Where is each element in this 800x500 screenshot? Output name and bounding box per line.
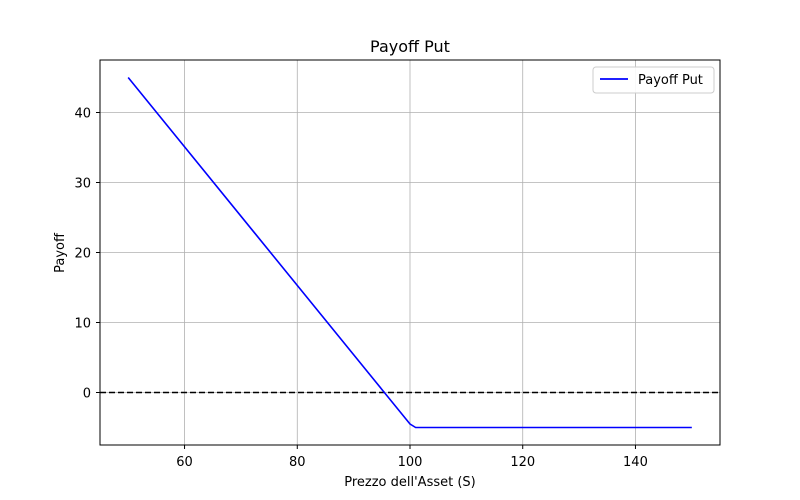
x-tick-label: 80 [289, 455, 306, 470]
series-line-payoff-put [127, 76, 692, 429]
y-tick-label: 20 [74, 247, 91, 262]
x-tick-label: 140 [623, 455, 648, 470]
x-axis-label: Prezzo dell'Asset (S) [344, 475, 476, 490]
chart-title: Payoff Put [370, 37, 450, 56]
legend: Payoff Put [592, 66, 715, 94]
x-tick-label: 120 [510, 455, 535, 470]
grid [100, 60, 720, 445]
y-axis-label: Payoff [53, 232, 68, 273]
x-axis-ticks: 60 80 100 120 140 [176, 445, 648, 470]
x-tick-label: 100 [398, 455, 423, 470]
x-tick-label: 60 [176, 455, 193, 470]
y-tick-label: 30 [74, 177, 91, 192]
y-tick-label: 10 [74, 317, 91, 332]
legend-label-payoff-put: Payoff Put [638, 73, 703, 88]
series-group [127, 76, 692, 429]
y-tick-label: 40 [74, 107, 91, 122]
legend-box [592, 66, 715, 94]
y-tick-label: 0 [83, 387, 91, 402]
y-axis-ticks: 0 10 20 30 40 [74, 107, 100, 402]
